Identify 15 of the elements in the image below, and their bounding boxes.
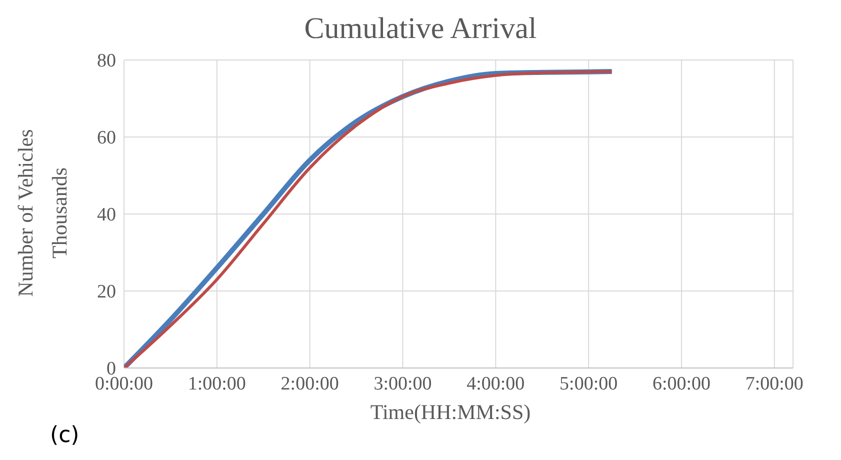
- y-axis-title: Number of Vehicles Thousands: [14, 129, 72, 297]
- x-axis-title: Time(HH:MM:SS): [370, 400, 531, 424]
- x-tick-label: 5:00:00: [560, 373, 618, 394]
- x-tick-label: 6:00:00: [652, 373, 711, 394]
- y-tick-label: 40: [97, 204, 116, 226]
- y-tick-label: 80: [97, 50, 116, 72]
- x-tick-label: 7:00:00: [745, 373, 804, 394]
- y-tick-label: 60: [97, 128, 116, 149]
- x-tick-label: 1:00:00: [188, 373, 246, 394]
- x-tick-label: 4:00:00: [466, 373, 525, 394]
- y-tick-label: 20: [97, 282, 116, 303]
- x-tick-label: 2:00:00: [280, 373, 339, 394]
- text: (c): [50, 423, 80, 448]
- x-tick-label: 3:00:00: [374, 373, 432, 394]
- chart-title: Cumulative Arrival: [303, 12, 538, 46]
